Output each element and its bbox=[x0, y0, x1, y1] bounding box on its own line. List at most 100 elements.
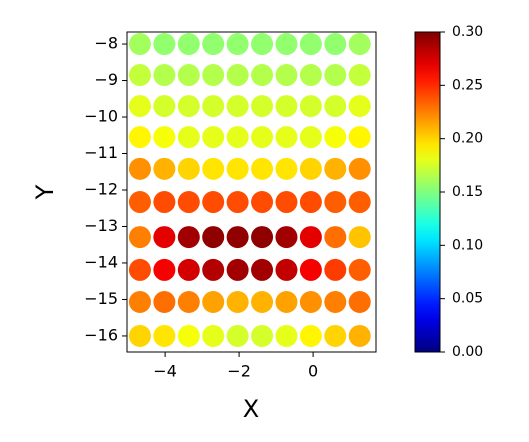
point bbox=[348, 126, 371, 149]
point bbox=[251, 64, 274, 87]
point bbox=[251, 258, 274, 281]
point bbox=[128, 157, 151, 180]
colorbar-tick-label: 0.00 bbox=[452, 344, 483, 360]
point bbox=[153, 157, 176, 180]
point bbox=[275, 33, 298, 56]
point bbox=[177, 95, 200, 118]
point bbox=[202, 157, 225, 180]
point bbox=[153, 226, 176, 249]
point bbox=[299, 64, 322, 87]
point bbox=[177, 157, 200, 180]
point bbox=[251, 226, 274, 249]
point bbox=[251, 324, 274, 347]
point bbox=[153, 64, 176, 87]
y-tick-label: −8 bbox=[94, 34, 118, 53]
point bbox=[275, 226, 298, 249]
point bbox=[324, 126, 347, 149]
point bbox=[177, 258, 200, 281]
point bbox=[226, 324, 249, 347]
point bbox=[128, 64, 151, 87]
point bbox=[128, 226, 151, 249]
point bbox=[202, 33, 225, 56]
colorbar-tick-label: 0.30 bbox=[452, 24, 483, 40]
point bbox=[299, 191, 322, 214]
point bbox=[324, 324, 347, 347]
point bbox=[177, 291, 200, 314]
colorbar-tick-label: 0.15 bbox=[452, 184, 483, 200]
point bbox=[275, 191, 298, 214]
y-tick-label: −16 bbox=[84, 325, 118, 344]
point bbox=[177, 191, 200, 214]
point bbox=[275, 258, 298, 281]
point bbox=[251, 126, 274, 149]
colorbar-tick-label: 0.20 bbox=[452, 131, 483, 147]
point bbox=[226, 191, 249, 214]
point bbox=[128, 258, 151, 281]
point bbox=[128, 291, 151, 314]
point bbox=[128, 324, 151, 347]
x-tick-label: −2 bbox=[227, 362, 251, 381]
point bbox=[251, 191, 274, 214]
y-tick-label: −10 bbox=[84, 107, 118, 126]
point bbox=[348, 64, 371, 87]
point bbox=[251, 291, 274, 314]
point bbox=[226, 33, 249, 56]
point bbox=[177, 64, 200, 87]
point bbox=[177, 226, 200, 249]
point bbox=[226, 291, 249, 314]
point bbox=[153, 291, 176, 314]
point bbox=[153, 324, 176, 347]
point bbox=[275, 64, 298, 87]
point bbox=[348, 33, 371, 56]
point bbox=[202, 258, 225, 281]
y-tick-label: −13 bbox=[84, 216, 118, 235]
point bbox=[324, 33, 347, 56]
point bbox=[202, 191, 225, 214]
point bbox=[202, 226, 225, 249]
point bbox=[153, 258, 176, 281]
point bbox=[299, 157, 322, 180]
point bbox=[299, 126, 322, 149]
point bbox=[226, 64, 249, 87]
point bbox=[324, 64, 347, 87]
colorbar-tick-label: 0.25 bbox=[452, 77, 483, 93]
colorbar-tick-label: 0.10 bbox=[452, 237, 483, 253]
point bbox=[275, 95, 298, 118]
y-tick-label: −11 bbox=[84, 143, 118, 162]
point bbox=[348, 191, 371, 214]
point bbox=[275, 324, 298, 347]
point bbox=[128, 33, 151, 56]
y-tick-label: −14 bbox=[84, 252, 118, 271]
point bbox=[202, 324, 225, 347]
y-axis-label: Y bbox=[31, 184, 59, 200]
point bbox=[153, 33, 176, 56]
point bbox=[324, 157, 347, 180]
point bbox=[275, 291, 298, 314]
y-tick-label: −12 bbox=[84, 179, 118, 198]
point bbox=[128, 95, 151, 118]
point bbox=[202, 95, 225, 118]
point bbox=[348, 95, 371, 118]
point bbox=[128, 191, 151, 214]
point bbox=[275, 157, 298, 180]
x-tick-label: −4 bbox=[153, 362, 177, 381]
point bbox=[348, 324, 371, 347]
point bbox=[324, 95, 347, 118]
x-axis-label: X bbox=[243, 395, 259, 423]
point bbox=[299, 33, 322, 56]
point bbox=[226, 157, 249, 180]
point bbox=[275, 126, 298, 149]
x-tick-label: 0 bbox=[308, 362, 318, 381]
point bbox=[348, 258, 371, 281]
point bbox=[226, 258, 249, 281]
colorbar-tick-label: 0.05 bbox=[452, 291, 483, 307]
point bbox=[251, 95, 274, 118]
point bbox=[177, 126, 200, 149]
colorbar bbox=[414, 31, 441, 353]
point bbox=[177, 324, 200, 347]
point bbox=[299, 95, 322, 118]
point bbox=[348, 291, 371, 314]
point bbox=[299, 324, 322, 347]
